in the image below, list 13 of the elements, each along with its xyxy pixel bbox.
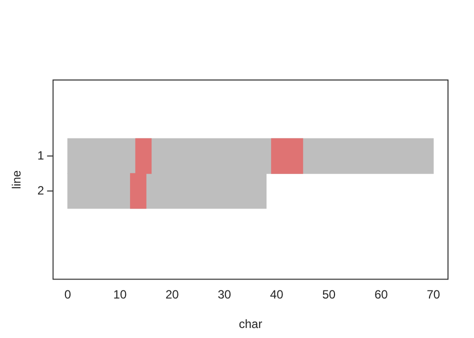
y-tick-label: 2 <box>37 183 44 198</box>
x-tick-label: 40 <box>270 288 284 302</box>
x-tick-label: 30 <box>218 288 232 302</box>
x-tick-label: 60 <box>374 288 388 302</box>
bar <box>271 138 304 174</box>
x-tick-label: 10 <box>113 288 127 302</box>
x-tick-label: 70 <box>426 288 440 302</box>
x-tick-label: 50 <box>322 288 336 302</box>
y-axis-title: line <box>10 170 24 189</box>
x-tick-label: 20 <box>166 288 180 302</box>
y-tick-label: 1 <box>37 148 44 162</box>
x-axis-title: char <box>238 317 262 332</box>
x-tick-label: 0 <box>64 288 72 302</box>
